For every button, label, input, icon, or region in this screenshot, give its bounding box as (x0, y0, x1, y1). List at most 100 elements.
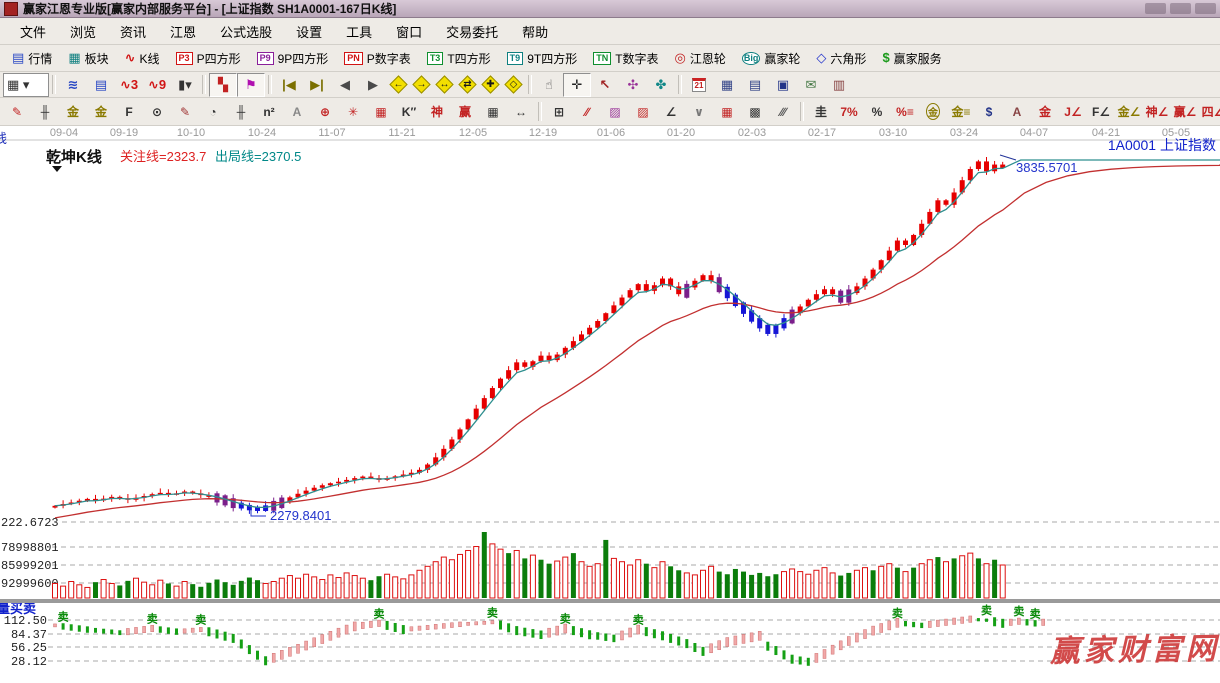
tool-money-brush[interactable]: $ (975, 100, 1003, 124)
maximize-button[interactable] (1170, 3, 1191, 14)
tool-ruler[interactable]: ╫ (31, 100, 59, 124)
tool-target-cross[interactable]: ⊕ (311, 100, 339, 124)
tool-knot-purple-tool[interactable]: ✣ (619, 73, 647, 97)
tool-crosshair-tool[interactable]: ✛ (563, 72, 591, 97)
toolbar-button-hexagon[interactable]: ◇ 六角形 (808, 47, 874, 69)
tool-marker[interactable]: ✎ (171, 100, 199, 124)
tool-percent-7[interactable]: 7% (835, 100, 863, 124)
toolbar-button-9t-square[interactable]: T9 9T四方形 (499, 47, 586, 69)
close-button[interactable] (1195, 3, 1216, 14)
menu-item-news[interactable]: 资讯 (120, 24, 147, 40)
tool-zoom-right[interactable]: → (410, 74, 433, 96)
menu-item-browse[interactable]: 浏览 (70, 24, 97, 40)
tool-period-combo[interactable]: ▦ ▾ (3, 72, 49, 97)
tool-gann-flag-tool[interactable]: ⚑ (237, 72, 265, 97)
menu-item-help[interactable]: 帮助 (522, 24, 549, 40)
toolbar-button-sectors[interactable]: ▦ 板块 (60, 47, 116, 69)
tool-angle-lines[interactable]: ∠ (657, 100, 685, 124)
tool-gold-lines-red[interactable]: 金 (1031, 100, 1059, 124)
tool-gold-circle[interactable]: 金 (919, 100, 947, 124)
tool-gold-ruler-2[interactable]: 金 (87, 100, 115, 124)
tool-n-squared[interactable]: n² (255, 100, 283, 124)
tool-compress-h[interactable]: ⇄ (456, 74, 479, 96)
tool-clock-cycle[interactable]: ◔ (199, 100, 227, 124)
minimize-button[interactable] (1145, 3, 1166, 14)
tool-nav-first[interactable]: |◀ (275, 73, 303, 97)
tool-f-angle[interactable]: F∠ (1087, 100, 1115, 124)
tool-f-ruler[interactable]: F (115, 100, 143, 124)
tool-workstation[interactable]: ▥ (825, 73, 853, 97)
toolbar-button-p-number-table[interactable]: PN P数字表 (336, 47, 419, 69)
menu-item-gann[interactable]: 江恩 (170, 24, 197, 40)
menu-item-window[interactable]: 窗口 (396, 24, 423, 40)
menu-item-file[interactable]: 文件 (20, 24, 47, 40)
overlay-name-label[interactable]: 乾坤K线 (46, 148, 102, 166)
tool-nav-last[interactable]: ▶| (303, 73, 331, 97)
tool-calculator[interactable]: ▦ (713, 73, 741, 97)
tool-save[interactable]: ▣ (769, 73, 797, 97)
toolbar-button-kline[interactable]: ∿ K线 (117, 47, 168, 69)
toolbar-button-p-square[interactable]: P3 P四方形 (168, 47, 249, 69)
tool-percent-lines[interactable]: %≡ (891, 100, 919, 124)
tool-expand-h[interactable]: ↔ (433, 74, 456, 96)
menu-item-settings[interactable]: 设置 (296, 24, 323, 40)
tool-gold-ruler-1[interactable]: 金 (59, 100, 87, 124)
tool-nav-next[interactable]: ▶ (359, 73, 387, 97)
kline-chart[interactable]: 09-04 09-19 10-10 10-24 11-07 11-21 12-05 12-19… (0, 126, 1220, 678)
tool-zigzag-tool[interactable]: ≋ (59, 73, 87, 97)
tool-j-angle[interactable]: J∠ (1059, 100, 1087, 124)
tool-a-target[interactable]: A (1003, 100, 1031, 124)
tool-gold-lines[interactable]: 金≡ (947, 100, 975, 124)
tool-expand-all[interactable]: ✚ (479, 74, 502, 96)
tool-k-double[interactable]: K″ (395, 100, 423, 124)
toolbar-button-t-square[interactable]: T3 T四方形 (419, 47, 499, 69)
tool-pointer-flag-tool[interactable]: ↖ (591, 73, 619, 97)
tool-compress-all[interactable]: ◇ (502, 74, 525, 96)
tool-box-tool[interactable]: ⊞ (545, 100, 573, 124)
toolbar-button-gann-wheel[interactable]: ◎ 江恩轮 (667, 47, 734, 69)
tool-small-bars-3[interactable]: ∿3 (115, 73, 143, 97)
tool-gui-tool[interactable]: 圭 (807, 100, 835, 124)
tool-notes[interactable]: ▤ (741, 73, 769, 97)
tool-ruler-2[interactable]: ╫ (227, 100, 255, 124)
menu-item-formula-stock-pick[interactable]: 公式选股 (220, 24, 273, 40)
tool-grid-small-red[interactable]: ▦ (713, 100, 741, 124)
tool-nav-prev[interactable]: ◀ (331, 73, 359, 97)
tool-shen-angle[interactable]: 神∠ (1143, 100, 1171, 124)
overlay-dropdown-icon[interactable] (52, 166, 62, 172)
tool-brush[interactable]: ✎ (3, 100, 31, 124)
tool-ying-ruler[interactable]: 赢 (451, 100, 479, 124)
tool-fan-box-purple[interactable]: ▨ (601, 100, 629, 124)
tool-mail-tool[interactable]: ✉ (797, 73, 825, 97)
toolbar-button-t-number-table[interactable]: TN T数字表 (585, 47, 666, 69)
tool-candle-style-combo[interactable]: ▮▾ (171, 73, 199, 97)
tool-hand-tool[interactable]: ☝ (535, 73, 563, 97)
tool-fan-lines[interactable]: ∕∕ (573, 100, 601, 124)
tool-v-lines[interactable]: ∨ (685, 100, 713, 124)
toolbar-button-winner-wheel[interactable]: Big 赢家轮 (734, 47, 809, 69)
tool-gold-angle[interactable]: 金∠ (1115, 100, 1143, 124)
tool-mirror-a[interactable]: A (283, 100, 311, 124)
toolbar-button-winner-service[interactable]: $ 赢家服务 (874, 47, 949, 69)
tool-ying-angle[interactable]: 赢∠ (1171, 100, 1199, 124)
tool-calendar[interactable]: 21 (685, 73, 713, 97)
tool-grid-red[interactable]: ▦ (367, 100, 395, 124)
tool-zoom-left[interactable]: ← (387, 74, 410, 96)
tool-grid-black[interactable]: ▩ (741, 100, 769, 124)
toolbar-button-market-quotes[interactable]: ▤ 行情 (4, 47, 60, 69)
tool-fan-box-red[interactable]: ▨ (629, 100, 657, 124)
menu-item-trade-entrust[interactable]: 交易委托 (446, 24, 499, 40)
menu-item-tools[interactable]: 工具 (346, 24, 373, 40)
tool-shen-ruler[interactable]: 神 (423, 100, 451, 124)
tool-knot-teal-tool[interactable]: ✤ (647, 73, 675, 97)
tool-percent[interactable]: % (863, 100, 891, 124)
tool-si-angle[interactable]: 四∠ (1199, 100, 1220, 124)
tool-small-bars-9[interactable]: ∿9 (143, 73, 171, 97)
toolbar-button-9p-square[interactable]: P9 9P四方形 (249, 47, 337, 69)
tool-report-view[interactable]: ▤ (87, 73, 115, 97)
tool-k-pattern-tool[interactable]: ▚ (209, 72, 237, 97)
tool-star-grid[interactable]: ✳ (339, 100, 367, 124)
tool-spiral[interactable]: ⊙ (143, 100, 171, 124)
tool-grid-123[interactable]: ▦ (479, 100, 507, 124)
tool-parallel-lines[interactable]: ∕∕∕ (769, 100, 797, 124)
